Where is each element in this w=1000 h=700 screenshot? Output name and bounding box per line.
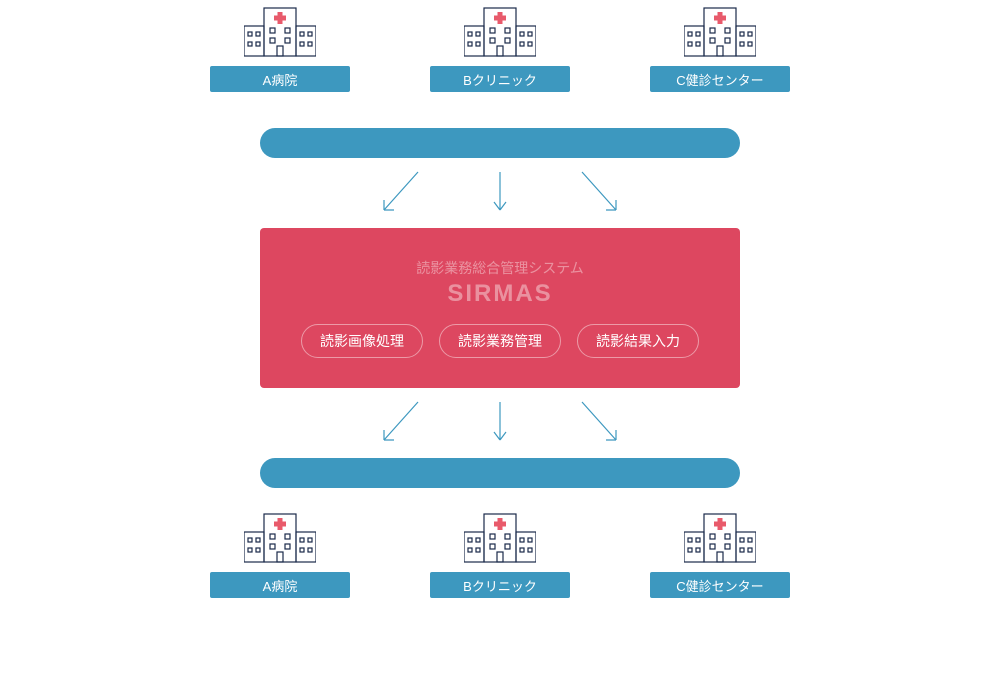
- hospital-label: C健診センター: [650, 66, 790, 92]
- feature-pill: 読影画像処理: [301, 324, 423, 358]
- hospital-row-bottom: A病院 Bクリニック: [0, 508, 1000, 598]
- hospital-icon: [244, 2, 316, 58]
- arrow-down-icon: [370, 398, 430, 448]
- arrow-down-icon: [470, 398, 530, 448]
- hospital-c-top: C健診センター: [650, 2, 790, 92]
- hospital-label: A病院: [210, 66, 350, 92]
- hospital-a-top: A病院: [210, 2, 350, 92]
- feature-row: 読影画像処理 読影業務管理 読影結果入力: [301, 324, 699, 358]
- hospital-c-bottom: C健診センター: [650, 508, 790, 598]
- hospital-label: Bクリニック: [430, 66, 570, 92]
- arrow-down-icon: [570, 168, 630, 218]
- flow-diagram: A病院 Bクリニック: [0, 0, 1000, 700]
- arrows-into-center: [0, 168, 1000, 218]
- hospital-b-top: Bクリニック: [430, 2, 570, 92]
- hospital-icon: [464, 2, 536, 58]
- feature-pill: 読影業務管理: [439, 324, 561, 358]
- hospital-row-top: A病院 Bクリニック: [0, 2, 1000, 92]
- hospital-icon: [244, 508, 316, 564]
- pill-top: [260, 128, 740, 158]
- arrow-down-icon: [570, 398, 630, 448]
- hospital-label: A病院: [210, 572, 350, 598]
- arrow-down-icon: [470, 168, 530, 218]
- hospital-icon: [464, 508, 536, 564]
- arrow-down-icon: [370, 168, 430, 218]
- hospital-b-bottom: Bクリニック: [430, 508, 570, 598]
- center-title: SIRMAS: [447, 280, 552, 308]
- hospital-icon: [684, 2, 756, 58]
- hospital-icon: [684, 508, 756, 564]
- hospital-label: C健診センター: [650, 572, 790, 598]
- center-system-box: 読影業務総合管理システム SIRMAS 読影画像処理 読影業務管理 読影結果入力: [260, 228, 740, 388]
- pill-bottom: [260, 458, 740, 488]
- feature-pill: 読影結果入力: [577, 324, 699, 358]
- hospital-a-bottom: A病院: [210, 508, 350, 598]
- center-subtitle: 読影業務総合管理システム: [416, 258, 584, 278]
- arrows-out-of-center: [0, 398, 1000, 448]
- hospital-label: Bクリニック: [430, 572, 570, 598]
